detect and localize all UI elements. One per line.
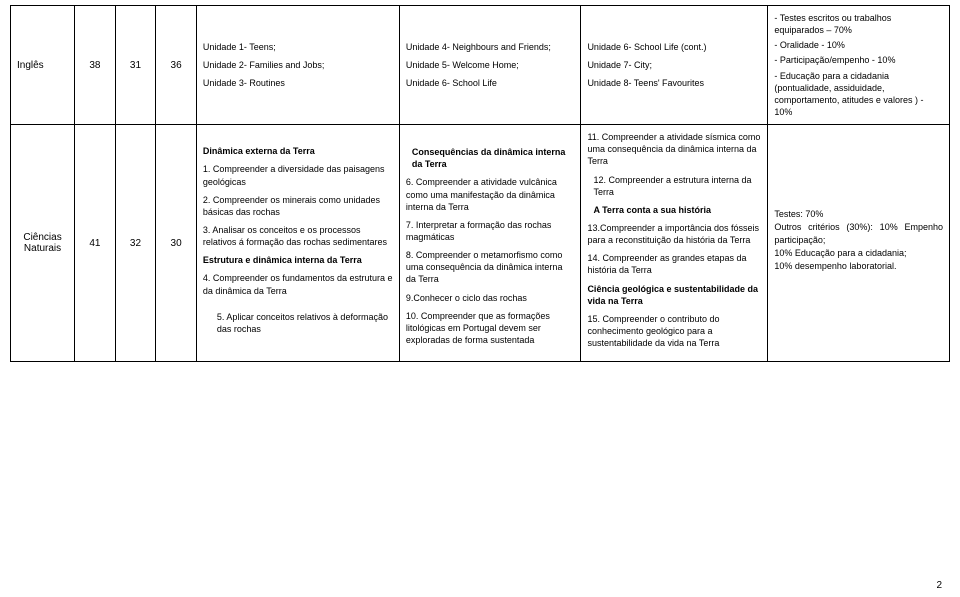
text: - Oralidade - 10% <box>774 39 943 51</box>
row1-n3: 36 <box>156 6 197 125</box>
text: 3. Analisar os conceitos e os processos … <box>203 224 393 248</box>
row2-col6: 11. Compreender a atividade sísmica como… <box>581 125 768 362</box>
text: 6. Compreender a atividade vulcânica com… <box>406 176 575 212</box>
row2-col4: Dinâmica externa da Terra 1. Compreender… <box>196 125 399 362</box>
text: Unidade 5- Welcome Home; <box>406 59 575 71</box>
text: 1. Compreender a diversidade das paisage… <box>203 163 393 187</box>
text: - Participação/empenho - 10% <box>774 54 943 66</box>
row1-units-b: Unidade 4- Neighbours and Friends; Unida… <box>399 6 581 125</box>
heading: Ciência geológica e sustentabilidade da … <box>587 283 761 307</box>
curriculum-table: Inglês 38 31 36 Unidade 1- Teens; Unidad… <box>10 5 950 362</box>
row1-assessment: - Testes escritos ou trabalhos equiparad… <box>768 6 950 125</box>
row2-col5: Consequências da dinâmica interna da Ter… <box>399 125 581 362</box>
text: Unidade 8- Teens' Favourites <box>587 77 761 89</box>
text: 10% desempenho laboratorial. <box>774 260 943 272</box>
row2-n2: 32 <box>115 125 156 362</box>
row1-units-a: Unidade 1- Teens; Unidade 2- Families an… <box>196 6 399 125</box>
row2-n3: 30 <box>156 125 197 362</box>
row2-subject: Ciências Naturais <box>11 125 75 362</box>
text: Unidade 6- School Life (cont.) <box>587 41 761 53</box>
text: 7. Interpretar a formação das rochas mag… <box>406 219 575 243</box>
text: Outros critérios (30%): 10% Empenho part… <box>774 221 943 245</box>
text: - Educação para a cidadania (pontualidad… <box>774 70 943 119</box>
text: 10% Educação para a cidadania; <box>774 247 943 259</box>
text: 5. Aplicar conceitos relativos à deforma… <box>203 311 393 335</box>
page-number: 2 <box>936 580 942 591</box>
heading: Estrutura e dinâmica interna da Terra <box>203 254 393 266</box>
row1-n1: 38 <box>75 6 116 125</box>
text: 15. Compreender o contributo do conhecim… <box>587 313 761 349</box>
text: 10. Compreender que as formações litológ… <box>406 310 575 346</box>
row2-assessment: Testes: 70% Outros critérios (30%): 10% … <box>768 125 950 362</box>
row1-subject: Inglês <box>11 6 75 125</box>
text: 8. Compreender o metamorfismo como uma c… <box>406 249 575 285</box>
text: 4. Compreender os fundamentos da estrutu… <box>203 272 393 296</box>
text: - Testes escritos ou trabalhos equiparad… <box>774 12 943 36</box>
text: Unidade 7- City; <box>587 59 761 71</box>
row1-n2: 31 <box>115 6 156 125</box>
text: 9.Conhecer o ciclo das rochas <box>406 292 575 304</box>
heading: A Terra conta a sua história <box>587 204 761 216</box>
text: Unidade 4- Neighbours and Friends; <box>406 41 575 53</box>
text: 12. Compreender a estrutura interna da T… <box>587 174 761 198</box>
text: Unidade 1- Teens; <box>203 41 393 53</box>
text: Testes: 70% <box>774 208 943 220</box>
text: Unidade 6- School Life <box>406 77 575 89</box>
heading: Consequências da dinâmica interna da Ter… <box>406 146 575 170</box>
row2-n1: 41 <box>75 125 116 362</box>
text: Unidade 3- Routines <box>203 77 393 89</box>
text: 14. Compreender as grandes etapas da his… <box>587 252 761 276</box>
text: 11. Compreender a atividade sísmica como… <box>587 131 761 167</box>
text: Unidade 2- Families and Jobs; <box>203 59 393 71</box>
text: 2. Compreender os minerais como unidades… <box>203 194 393 218</box>
heading: Dinâmica externa da Terra <box>203 145 393 157</box>
row1-units-c: Unidade 6- School Life (cont.) Unidade 7… <box>581 6 768 125</box>
text: 13.Compreender a importância dos fósseis… <box>587 222 761 246</box>
